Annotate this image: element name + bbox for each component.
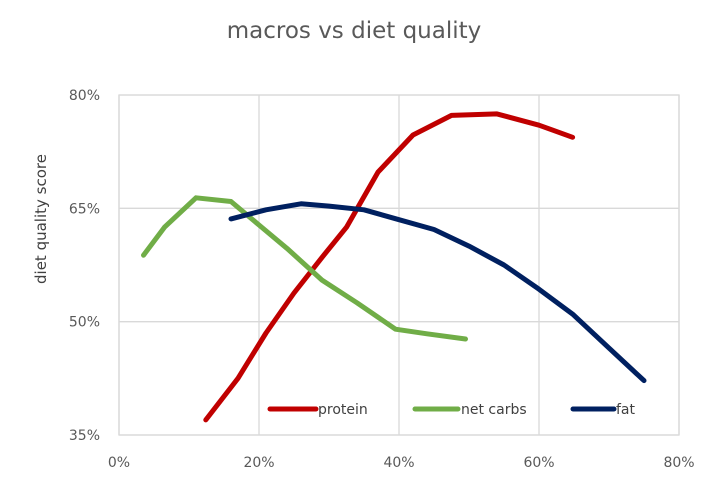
y-tick-label: 35% — [69, 428, 100, 444]
x-tick-label: 40% — [383, 455, 414, 471]
legend-label-fat: fat — [616, 402, 636, 418]
x-tick-label: 0% — [108, 455, 130, 471]
series-line-protein — [203, 111, 576, 423]
series-line-net-carbs — [141, 195, 468, 342]
series-layer — [141, 111, 647, 423]
legend-label-protein: protein — [318, 402, 368, 418]
tick-layer: 35% 50% 65% 80% 0% 20% 40% 60% 80% — [69, 88, 695, 471]
y-tick-label: 65% — [69, 201, 100, 217]
x-tick-label: 60% — [523, 455, 554, 471]
x-tick-label: 80% — [663, 455, 694, 471]
chart-title: macros vs diet quality — [227, 18, 482, 44]
series-line-fat — [228, 201, 647, 384]
grid-layer — [118, 94, 680, 436]
legend: protein net carbs fat — [267, 402, 636, 418]
y-tick-label: 80% — [69, 88, 100, 104]
y-axis-label: diet quality score — [32, 154, 50, 284]
plot-area — [118, 94, 680, 436]
x-tick-label: 20% — [243, 455, 274, 471]
legend-label-net-carbs: net carbs — [461, 402, 527, 418]
y-tick-label: 50% — [69, 315, 100, 331]
